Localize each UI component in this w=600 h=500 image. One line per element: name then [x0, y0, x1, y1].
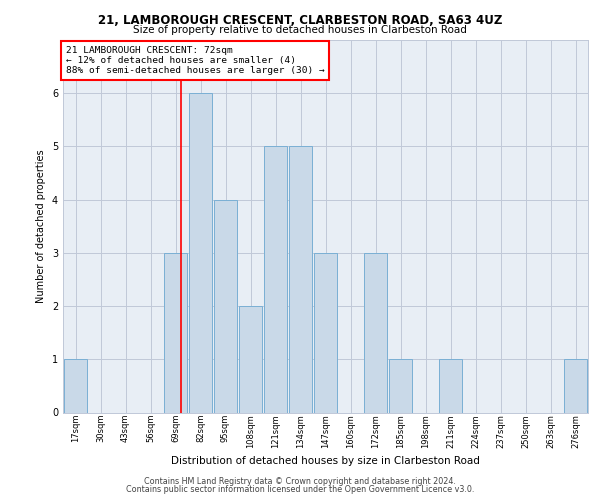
Text: Size of property relative to detached houses in Clarbeston Road: Size of property relative to detached ho… — [133, 25, 467, 35]
Bar — [314, 253, 337, 412]
Bar — [239, 306, 262, 412]
Text: Contains public sector information licensed under the Open Government Licence v3: Contains public sector information licen… — [126, 485, 474, 494]
Y-axis label: Number of detached properties: Number of detached properties — [37, 150, 46, 303]
Text: Contains HM Land Registry data © Crown copyright and database right 2024.: Contains HM Land Registry data © Crown c… — [144, 477, 456, 486]
Text: 21 LAMBOROUGH CRESCENT: 72sqm
← 12% of detached houses are smaller (4)
88% of se: 21 LAMBOROUGH CRESCENT: 72sqm ← 12% of d… — [65, 46, 325, 76]
Bar — [364, 253, 388, 412]
Bar — [389, 360, 412, 412]
Bar — [563, 360, 587, 412]
Bar — [214, 200, 238, 412]
Bar — [263, 146, 287, 412]
Bar — [188, 93, 212, 412]
Text: 21, LAMBOROUGH CRESCENT, CLARBESTON ROAD, SA63 4UZ: 21, LAMBOROUGH CRESCENT, CLARBESTON ROAD… — [98, 14, 502, 27]
Bar — [164, 253, 187, 412]
Bar — [289, 146, 313, 412]
X-axis label: Distribution of detached houses by size in Clarbeston Road: Distribution of detached houses by size … — [171, 456, 480, 466]
Bar — [439, 360, 463, 412]
Bar — [64, 360, 88, 412]
